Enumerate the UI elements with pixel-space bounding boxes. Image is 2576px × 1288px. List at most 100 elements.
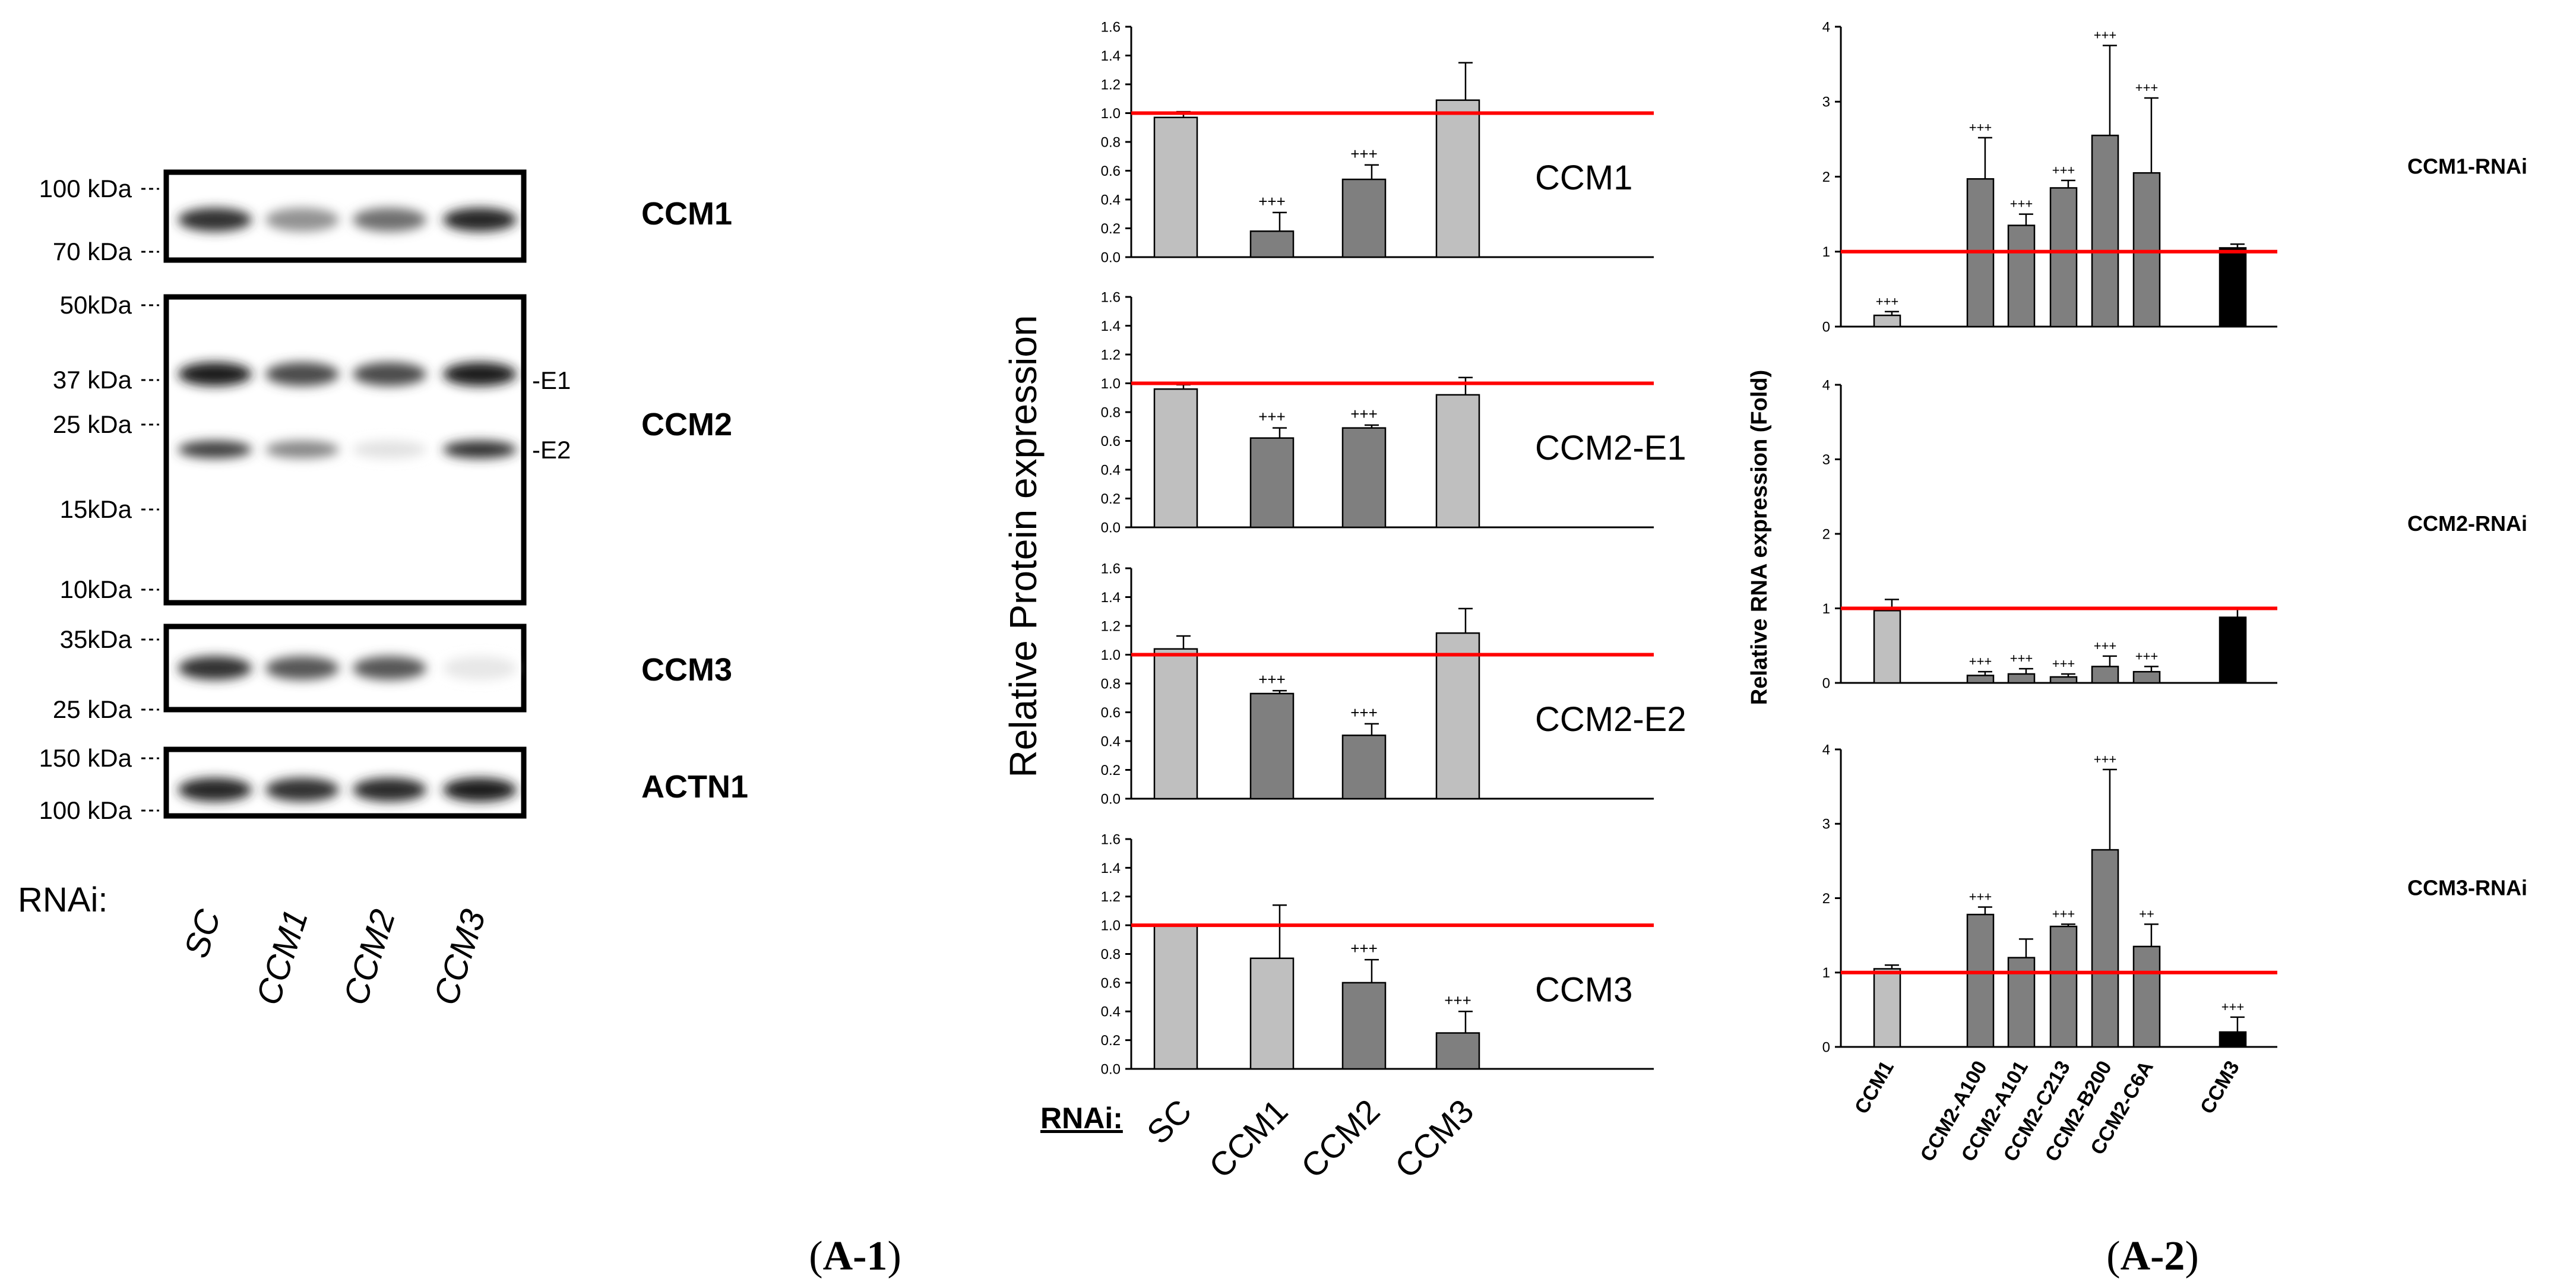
y-tick-label: 0.6 xyxy=(1101,433,1121,450)
y-tick-label: 3 xyxy=(1822,452,1830,468)
y-tick-label: 0.4 xyxy=(1101,462,1121,478)
significance-label: +++ xyxy=(2010,651,2033,666)
bar xyxy=(1153,116,1198,258)
bar xyxy=(2132,670,2161,684)
y-tick-label: 0.0 xyxy=(1101,1061,1121,1077)
y-tick-label: 1.2 xyxy=(1101,618,1121,634)
y-tick-label: 0.0 xyxy=(1101,520,1121,536)
blot-band xyxy=(265,778,339,802)
bar xyxy=(2091,134,2119,328)
rna-expression-chart: 01234++++++++++++++++++CCM1-RNAi01234+++… xyxy=(1747,19,2527,1165)
protein-category-label: CCM2 xyxy=(1294,1092,1387,1185)
y-tick-label: 1.4 xyxy=(1101,860,1121,876)
y-tick-label: 2 xyxy=(1822,891,1830,907)
blot-band xyxy=(178,656,252,680)
protein-panel-title: CCM2-E1 xyxy=(1535,429,1686,467)
y-tick-label: 1.0 xyxy=(1101,376,1121,392)
bar xyxy=(1153,648,1198,800)
significance-label: +++ xyxy=(2094,638,2117,653)
bar xyxy=(1966,675,1995,684)
protein-panel-title: CCM3 xyxy=(1535,971,1632,1009)
significance-label: +++ xyxy=(2094,752,2117,767)
y-tick-label: 0 xyxy=(1822,319,1830,335)
blot-band-tag: -E2 xyxy=(532,436,571,464)
blot-panel-actn1: 150 kDa 100 kDa ACTN1 xyxy=(39,744,748,824)
blot-band xyxy=(353,208,426,232)
blot-band xyxy=(178,441,252,458)
figure-label-a1-text: A-1 xyxy=(823,1233,888,1279)
bar xyxy=(1341,735,1387,800)
blot-band-tag: -E1 xyxy=(532,366,571,394)
y-tick-label: 0.8 xyxy=(1101,947,1121,963)
significance-label: +++ xyxy=(2135,80,2159,95)
bar xyxy=(1873,314,1901,328)
protein-rnai-label: RNAi: xyxy=(1040,1102,1123,1135)
y-tick-label: 4 xyxy=(1822,377,1830,393)
y-tick-label: 1.2 xyxy=(1101,889,1121,905)
bar xyxy=(1435,1032,1480,1070)
bar xyxy=(1873,968,1901,1048)
blot-marker-label: 37 kDa xyxy=(53,366,132,394)
rna-panel-ccm2-rnai: 0 1 2 3 4 +++ +++ +++ +++ +++ xyxy=(1822,377,2277,691)
bar xyxy=(2219,1031,2247,1048)
bar xyxy=(2007,224,2036,328)
blot-lane-label: CCM2 xyxy=(336,905,403,1009)
y-tick-label: 0.6 xyxy=(1101,705,1121,721)
significance-label: +++ xyxy=(2052,906,2075,921)
bar xyxy=(2219,616,2247,684)
y-tick-label: 1.0 xyxy=(1101,106,1121,122)
significance-label: +++ xyxy=(1258,670,1286,688)
blot-marker-label: 50kDa xyxy=(60,291,132,319)
blot-band xyxy=(265,656,339,680)
bar xyxy=(1435,632,1480,800)
protein-panel-ccm1: 0.0 0.2 0.4 0.6 0.8 1.0 1.2 1.4 1.6 +++ +++ xyxy=(1101,19,1654,265)
protein-y-axis-title: Relative Protein expression xyxy=(1002,315,1045,777)
y-tick-label: 0.6 xyxy=(1101,163,1121,179)
bar xyxy=(2049,676,2078,684)
significance-label: +++ xyxy=(2221,999,2245,1014)
blot-marker-label: 70 kDa xyxy=(53,238,132,265)
significance-label: +++ xyxy=(2052,163,2075,178)
y-tick-label: 0.2 xyxy=(1101,221,1121,237)
rna-panel-title: CCM3-RNAi xyxy=(2407,876,2527,900)
y-tick-label: 1.0 xyxy=(1101,918,1121,934)
significance-label: +++ xyxy=(1350,704,1378,721)
significance-label: +++ xyxy=(1444,991,1471,1009)
significance-label: +++ xyxy=(1350,939,1378,957)
rna-panel-title: CCM2-RNAi xyxy=(2407,511,2527,536)
bar xyxy=(1435,394,1480,529)
significance-label: ++ xyxy=(2139,906,2154,921)
figure-labels: (A-1) (A-2) xyxy=(809,1233,2199,1279)
protein-panel-ccm3: 0.0 0.2 0.4 0.6 0.8 1.0 1.2 1.4 1.6 +++ +++ xyxy=(1101,831,1654,1077)
bar xyxy=(2132,172,2161,328)
blot-band xyxy=(353,656,426,680)
y-tick-label: 1.0 xyxy=(1101,647,1121,663)
bar xyxy=(1153,388,1198,529)
blot-marker-label: 100 kDa xyxy=(39,175,132,202)
blot-band xyxy=(443,656,517,680)
y-tick-label: 0 xyxy=(1822,675,1830,691)
protein-expression-chart: 0.00.20.40.60.81.01.21.41.6++++++CCM10.0… xyxy=(1002,19,1686,1185)
y-tick-label: 0.6 xyxy=(1101,975,1121,991)
blot-band xyxy=(178,208,252,232)
y-tick-label: 0.2 xyxy=(1101,491,1121,507)
protein-panel-ccm2-e2: 0.0 0.2 0.4 0.6 0.8 1.0 1.2 1.4 1.6 +++ +++ xyxy=(1101,561,1654,807)
y-tick-label: 1.4 xyxy=(1101,590,1121,606)
bar xyxy=(1249,437,1295,529)
blot-band xyxy=(265,362,339,386)
significance-label: +++ xyxy=(1258,408,1286,426)
y-tick-label: 1.2 xyxy=(1101,347,1121,363)
blot-marker-label: 150 kDa xyxy=(39,744,132,772)
blot-lane-label: CCM3 xyxy=(426,905,493,1009)
blot-band xyxy=(178,778,252,802)
y-tick-label: 1.6 xyxy=(1101,19,1121,35)
rna-y-axis-title: Relative RNA expression (Fold) xyxy=(1747,370,1772,705)
y-tick-label: 3 xyxy=(1822,817,1830,833)
y-tick-label: 2 xyxy=(1822,169,1830,185)
y-tick-label: 0.8 xyxy=(1101,134,1121,150)
protein-panel-ccm2-e1: 0.0 0.2 0.4 0.6 0.8 1.0 1.2 1.4 1.6 +++ +++ xyxy=(1101,289,1654,536)
blot-band xyxy=(353,441,426,458)
figure-label-a1: (A-1) xyxy=(809,1233,901,1279)
bar xyxy=(1341,982,1387,1070)
y-tick-label: 0.4 xyxy=(1101,733,1121,749)
